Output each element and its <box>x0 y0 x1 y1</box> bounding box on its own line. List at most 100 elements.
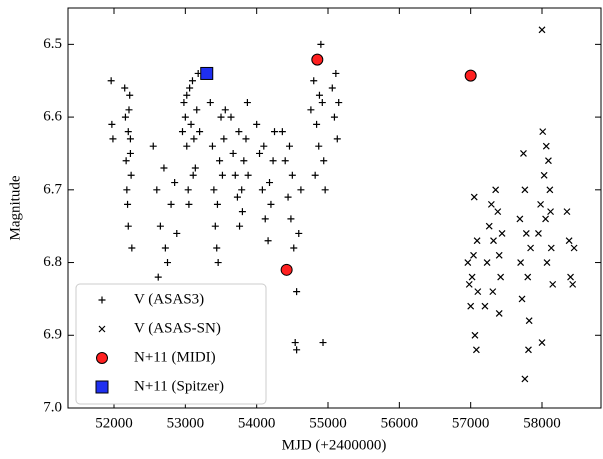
data-point <box>167 200 175 208</box>
data-point <box>221 106 229 114</box>
data-point <box>267 200 275 208</box>
data-point <box>188 77 196 85</box>
data-point <box>264 237 272 245</box>
data-point <box>244 171 252 179</box>
data-point <box>545 157 552 165</box>
data-point <box>242 135 250 143</box>
data-point <box>565 237 573 245</box>
data-point <box>220 135 228 143</box>
data-point <box>518 295 526 303</box>
data-point <box>332 69 340 77</box>
data-point <box>549 280 557 288</box>
data-point <box>517 259 525 266</box>
data-point <box>520 150 527 157</box>
data-point <box>487 200 495 208</box>
data-point <box>109 135 117 143</box>
data-point <box>483 259 491 266</box>
legend-label: V (ASAS-SN) <box>134 320 221 336</box>
data-point <box>490 237 497 245</box>
y-tick-label: 6.6 <box>43 109 62 125</box>
data-point <box>189 171 197 179</box>
data-point <box>489 288 497 296</box>
data-point <box>121 84 129 92</box>
data-point <box>236 222 244 230</box>
data-point <box>178 128 186 136</box>
data-point <box>193 106 201 114</box>
data-point <box>464 69 477 82</box>
data-point <box>200 66 214 80</box>
data-point <box>258 186 266 194</box>
data-point <box>183 142 191 150</box>
data-point <box>467 302 475 310</box>
data-point <box>525 346 532 354</box>
data-point <box>261 215 269 223</box>
data-point <box>125 106 133 114</box>
legend-marker <box>95 380 109 394</box>
data-point <box>495 251 503 259</box>
data-point <box>492 186 500 194</box>
data-point <box>297 186 305 194</box>
data-point <box>318 99 326 107</box>
data-point <box>154 273 162 281</box>
data-point <box>317 40 325 48</box>
data-point <box>284 193 292 201</box>
data-point <box>547 244 555 252</box>
data-point <box>569 280 577 288</box>
data-point <box>190 135 198 143</box>
data-point <box>271 128 279 136</box>
data-point <box>217 113 225 121</box>
data-point <box>187 120 195 128</box>
data-point <box>238 186 246 194</box>
data-point <box>213 200 221 208</box>
data-point <box>328 84 336 92</box>
x-tick-label: 57000 <box>452 415 490 431</box>
data-point <box>315 91 323 99</box>
data-point <box>311 171 319 179</box>
data-point <box>126 91 134 99</box>
data-point <box>126 135 134 143</box>
data-point <box>214 259 222 267</box>
data-point <box>474 288 482 296</box>
data-point <box>126 149 134 157</box>
data-point <box>180 99 188 107</box>
data-point <box>124 222 132 230</box>
data-point <box>527 244 535 252</box>
data-point <box>285 142 293 150</box>
data-point <box>260 142 268 150</box>
data-point <box>287 215 295 223</box>
data-point <box>185 200 193 208</box>
data-point <box>206 99 214 107</box>
data-point <box>307 106 315 114</box>
data-point <box>481 302 489 310</box>
legend-marker <box>96 352 108 364</box>
data-point <box>149 142 157 150</box>
data-point <box>156 222 164 230</box>
x-tick-label: 52000 <box>95 415 133 431</box>
data-point <box>211 222 219 230</box>
data-point <box>542 142 550 150</box>
data-point <box>470 193 478 201</box>
data-point <box>186 84 194 92</box>
data-point <box>108 120 116 128</box>
data-point <box>183 91 191 99</box>
data-point <box>495 310 503 317</box>
data-point <box>521 186 529 194</box>
data-point <box>522 230 530 237</box>
data-point <box>494 208 502 216</box>
data-point <box>468 273 476 281</box>
y-tick-label: 6.7 <box>43 181 62 197</box>
data-point <box>321 186 329 194</box>
x-tick-label: 56000 <box>381 415 419 431</box>
legend-label: N+11 (Spitzer) <box>134 378 224 394</box>
data-point <box>542 215 549 223</box>
data-point <box>281 157 289 165</box>
y-tick-label: 6.8 <box>43 254 62 270</box>
legend: V (ASAS3) V (ASAS-SN) N+11 (MIDI) N+11 (Spi… <box>75 283 267 405</box>
data-point <box>181 113 189 121</box>
data-point <box>295 229 303 237</box>
legend-label: V (ASAS3) <box>134 291 204 307</box>
data-point <box>563 208 571 216</box>
x-tick-label: 58000 <box>523 415 561 431</box>
data-point <box>516 215 524 223</box>
